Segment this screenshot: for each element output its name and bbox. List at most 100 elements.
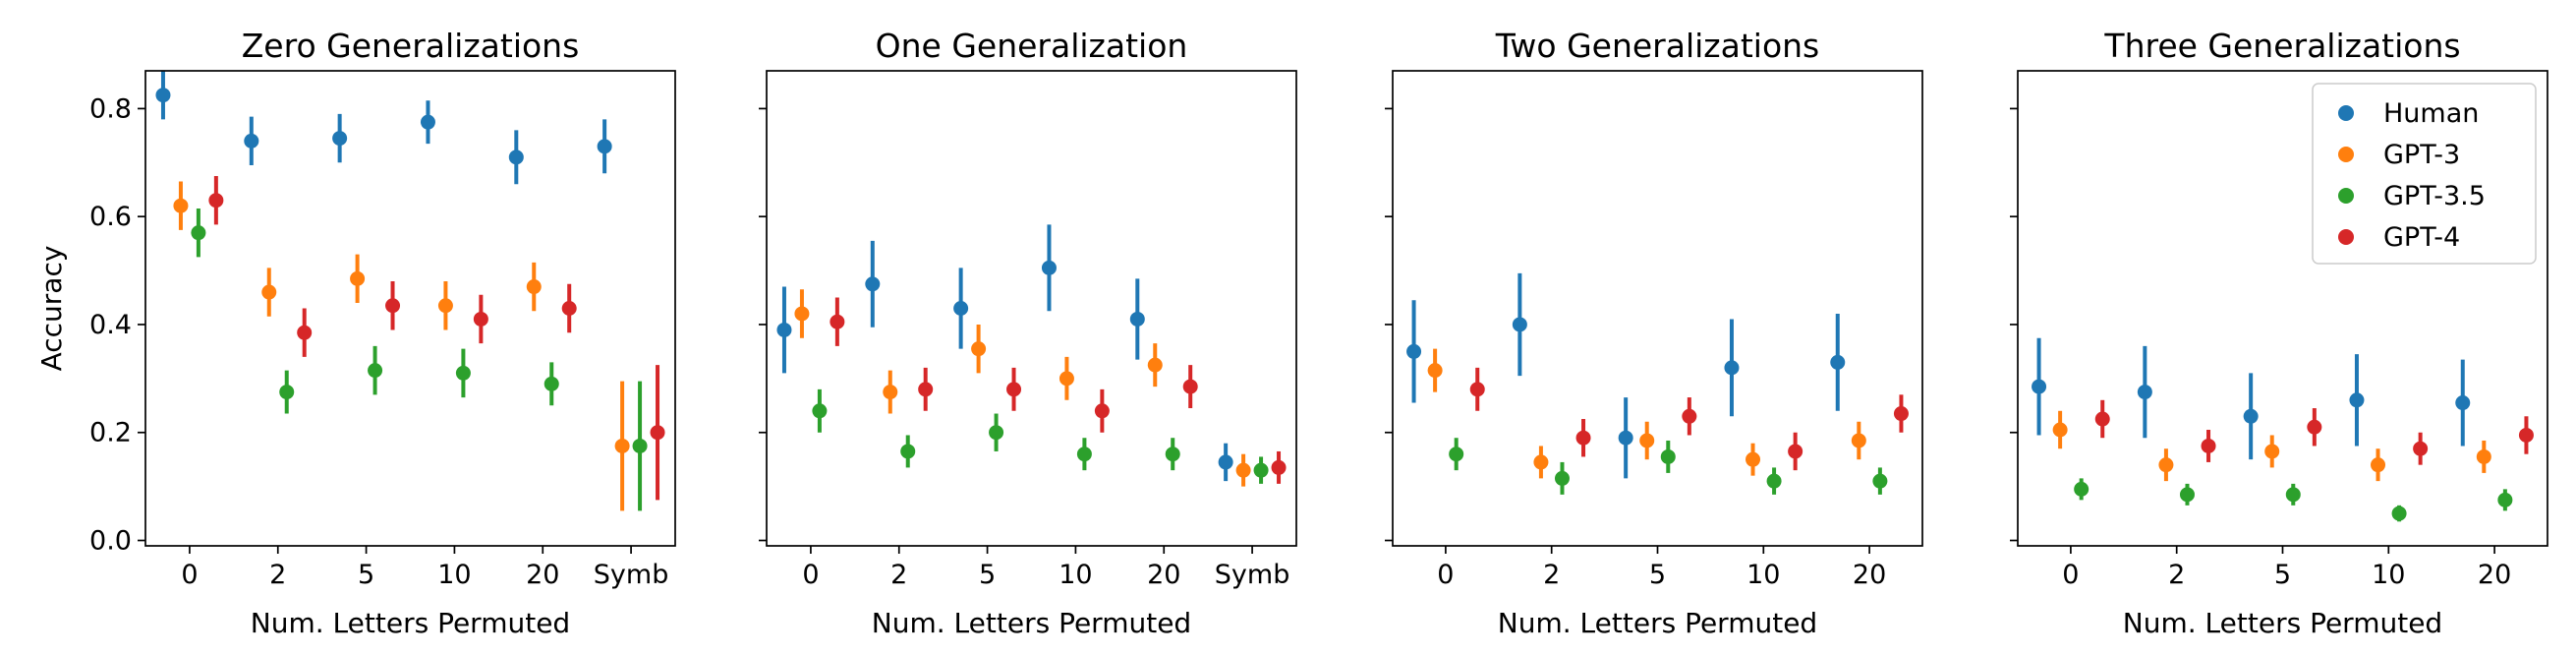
data-point-gpt-35 (1449, 447, 1464, 462)
data-point-gpt-3 (2264, 444, 2280, 459)
data-point-human (2349, 392, 2365, 408)
data-point-gpt-4 (1788, 444, 1803, 459)
panel-title: One Generalization (876, 27, 1188, 65)
data-point-human (508, 149, 524, 165)
data-point-gpt-35 (1872, 473, 1888, 489)
data-point-gpt-35 (989, 425, 1004, 441)
data-point-human (1724, 360, 1740, 376)
x-axis-label: Num. Letters Permuted (1498, 607, 1817, 639)
x-tick-label: 0 (2062, 560, 2079, 590)
x-axis-label: Num. Letters Permuted (872, 607, 1191, 639)
data-point-gpt-35 (191, 225, 206, 241)
data-point-gpt-4 (2094, 411, 2110, 427)
x-tick-label: 10 (437, 560, 471, 590)
x-tick-label: 5 (1649, 560, 1666, 590)
data-point-gpt-3 (1147, 357, 1163, 373)
data-point-human (953, 301, 969, 316)
data-point-human (865, 276, 881, 292)
x-tick-label: 0 (802, 560, 819, 590)
data-point-gpt-35 (2179, 487, 2195, 503)
data-point-human (1618, 430, 1633, 446)
data-point-gpt-35 (544, 376, 559, 391)
data-point-gpt-35 (1660, 448, 1676, 464)
y-axis-label: Accuracy (35, 246, 68, 372)
data-point-gpt-35 (279, 385, 295, 400)
x-tick-label: Symb (1215, 560, 1290, 590)
panel-1: 0.0 0.2 0.4 0.6 0.8 0 2 5 10 20 Symb Zero Generaliz… (35, 27, 676, 639)
data-point-gpt-35 (632, 438, 648, 453)
data-point-gpt-35 (1554, 470, 1570, 486)
data-point-gpt-4 (1469, 382, 1485, 397)
data-point-gpt-3 (437, 298, 453, 314)
data-point-gpt-35 (2074, 481, 2089, 497)
data-point-gpt-3 (2052, 422, 2068, 438)
data-point-human (1830, 354, 1846, 370)
y-tick-label: 0.6 (89, 202, 132, 232)
data-point-human (1218, 454, 1233, 470)
data-point-human (2032, 379, 2047, 394)
data-point-gpt-4 (561, 301, 577, 316)
panel-title: Three Generalizations (2103, 27, 2460, 65)
data-point-gpt-4 (918, 382, 934, 397)
x-tick-label: 5 (2274, 560, 2291, 590)
data-point-gpt-4 (1893, 406, 1909, 422)
data-point-human (597, 139, 612, 154)
data-point-gpt-3 (2371, 457, 2386, 473)
y-tick-label: 0.2 (89, 418, 132, 448)
data-point-gpt-35 (2285, 487, 2301, 503)
x-tick-label: 2 (1543, 560, 1560, 590)
data-point-gpt-35 (1253, 462, 1269, 478)
x-tick-label: 20 (1853, 560, 1886, 590)
x-tick-label: 0 (1437, 560, 1454, 590)
x-tick-label: 5 (358, 560, 374, 590)
data-point-gpt-35 (812, 403, 828, 419)
y-tick-label: 0.0 (89, 526, 132, 557)
legend-marker (2338, 188, 2354, 204)
data-point-gpt-4 (1682, 408, 1697, 424)
data-point-human (1406, 343, 1422, 359)
data-point-gpt-4 (650, 425, 665, 441)
data-point-gpt-3 (2158, 457, 2174, 473)
x-tick-label: 5 (979, 560, 996, 590)
data-point-gpt-3 (1639, 433, 1655, 448)
data-point-gpt-3 (883, 385, 898, 400)
x-tick-label: 2 (2168, 560, 2185, 590)
data-point-human (1041, 260, 1057, 275)
legend-label: GPT-3 (2383, 140, 2460, 170)
data-point-gpt-35 (1076, 447, 1092, 462)
axes-frame (144, 70, 676, 547)
data-point-gpt-4 (297, 325, 313, 340)
panel-2: 0 2 5 10 20 Symb One Generalization Num. Letter… (759, 27, 1297, 639)
data-point-gpt-3 (1235, 462, 1251, 478)
data-point-gpt-4 (830, 314, 845, 329)
x-tick-label: 0 (181, 560, 198, 590)
data-point-gpt-35 (1165, 447, 1180, 462)
data-point-gpt-35 (2497, 492, 2513, 507)
data-point-gpt-3 (2476, 448, 2491, 464)
data-point-gpt-3 (526, 279, 542, 295)
data-point-gpt-3 (971, 341, 987, 357)
panel-3: 0 2 5 10 20 Two Generalizations Num. Letters P… (1385, 27, 1923, 639)
data-point-gpt-4 (2413, 441, 2429, 456)
data-point-gpt-4 (385, 298, 401, 314)
data-point-gpt-4 (2518, 427, 2534, 443)
data-point-gpt-35 (455, 365, 471, 381)
data-point-gpt-4 (1182, 379, 1198, 394)
data-point-human (2137, 385, 2152, 400)
legend-marker (2338, 147, 2354, 162)
data-point-human (1129, 311, 1145, 327)
x-tick-label: 2 (269, 560, 286, 590)
legend-label: Human (2383, 98, 2479, 129)
x-tick-label: Symb (594, 560, 669, 590)
data-point-human (776, 322, 792, 337)
data-point-gpt-3 (614, 438, 630, 453)
y-tick-label: 0.4 (89, 310, 132, 340)
legend-box (2312, 83, 2537, 265)
data-point-human (155, 88, 171, 103)
axes-frame (766, 70, 1297, 547)
data-point-gpt-4 (2307, 419, 2322, 435)
data-point-gpt-35 (2391, 506, 2407, 521)
data-point-gpt-35 (900, 444, 916, 459)
x-tick-label: 2 (890, 560, 907, 590)
data-point-gpt-4 (1271, 459, 1287, 475)
